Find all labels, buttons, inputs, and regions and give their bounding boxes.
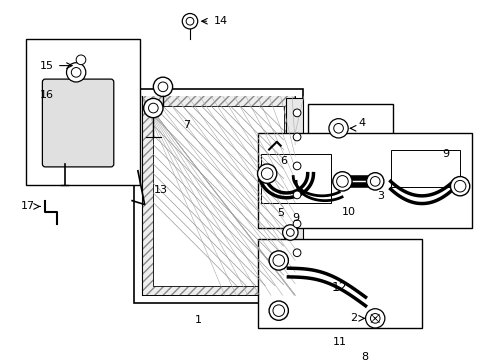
Bar xyxy=(307,104,392,218)
Circle shape xyxy=(366,173,383,190)
Text: 7: 7 xyxy=(183,120,190,130)
Text: 9: 9 xyxy=(441,149,448,159)
Circle shape xyxy=(158,82,167,92)
Text: 4: 4 xyxy=(358,118,365,129)
Bar xyxy=(261,154,330,203)
Circle shape xyxy=(365,309,384,328)
Text: 9: 9 xyxy=(292,213,299,223)
Circle shape xyxy=(268,251,288,270)
Circle shape xyxy=(453,180,465,192)
Text: 11: 11 xyxy=(332,337,346,347)
Circle shape xyxy=(261,168,272,179)
Circle shape xyxy=(143,98,163,118)
Circle shape xyxy=(293,162,300,170)
Circle shape xyxy=(332,172,351,191)
Text: 16: 16 xyxy=(40,90,54,100)
Text: 17: 17 xyxy=(21,202,35,211)
Circle shape xyxy=(293,249,300,257)
Bar xyxy=(285,98,302,293)
Text: 14: 14 xyxy=(214,16,228,26)
Circle shape xyxy=(148,103,158,113)
Text: 10: 10 xyxy=(342,207,355,217)
Circle shape xyxy=(293,220,300,228)
Bar xyxy=(26,39,140,185)
Text: 13: 13 xyxy=(154,185,168,195)
Bar xyxy=(134,89,302,303)
Text: 2: 2 xyxy=(350,313,357,323)
Circle shape xyxy=(333,123,343,133)
Circle shape xyxy=(336,176,347,187)
Bar xyxy=(257,133,471,228)
Circle shape xyxy=(71,68,81,77)
Bar xyxy=(390,150,459,187)
Circle shape xyxy=(293,133,300,141)
Circle shape xyxy=(293,109,300,117)
FancyBboxPatch shape xyxy=(42,79,114,167)
Text: 8: 8 xyxy=(360,352,367,360)
Circle shape xyxy=(369,176,379,186)
Text: 3: 3 xyxy=(376,191,384,201)
Circle shape xyxy=(272,255,284,266)
Circle shape xyxy=(449,176,469,196)
Circle shape xyxy=(282,225,297,240)
Circle shape xyxy=(369,314,379,323)
Text: 12: 12 xyxy=(331,281,346,294)
Text: 5: 5 xyxy=(277,208,284,218)
Text: 1: 1 xyxy=(195,315,202,325)
Circle shape xyxy=(257,164,276,183)
Circle shape xyxy=(182,14,197,29)
Circle shape xyxy=(186,17,193,25)
Circle shape xyxy=(153,77,172,96)
Bar xyxy=(257,239,421,328)
Text: 15: 15 xyxy=(40,60,54,71)
Circle shape xyxy=(76,55,85,65)
Circle shape xyxy=(272,305,284,316)
Circle shape xyxy=(268,301,288,320)
Bar xyxy=(142,96,295,295)
Text: 6: 6 xyxy=(280,156,286,166)
Circle shape xyxy=(293,191,300,199)
Bar xyxy=(142,96,295,295)
Bar xyxy=(153,106,283,285)
Circle shape xyxy=(328,119,347,138)
Circle shape xyxy=(66,63,85,82)
Circle shape xyxy=(286,229,294,237)
